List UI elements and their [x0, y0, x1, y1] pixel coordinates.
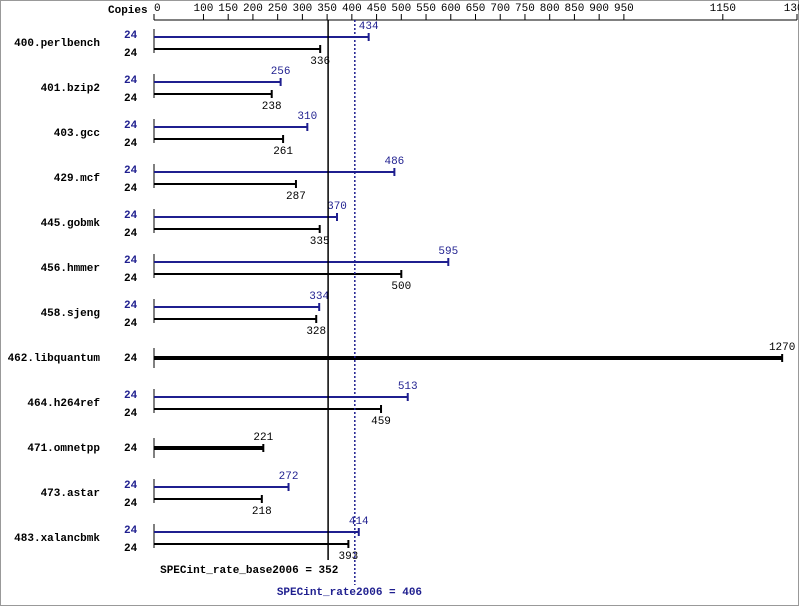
x-tick-label: 800: [540, 3, 560, 15]
copies-label: 24: [124, 408, 138, 420]
x-tick-label: 300: [292, 3, 312, 15]
x-tick-label: 850: [565, 3, 585, 15]
copies-label: 24: [124, 443, 138, 455]
copies-label: 24: [124, 390, 138, 402]
benchmark-label: 483.xalancbmk: [14, 533, 100, 545]
x-tick-label: 550: [416, 3, 436, 15]
x-tick-label: 250: [268, 3, 288, 15]
copies-label: 24: [124, 255, 138, 267]
x-tick-label: 700: [490, 3, 510, 15]
x-tick-label: 600: [441, 3, 461, 15]
x-tick-label: 650: [466, 3, 486, 15]
value-label: 370: [327, 201, 347, 213]
x-tick-label: 1150: [710, 3, 736, 15]
benchmark-label: 471.omnetpp: [27, 443, 100, 455]
value-label: 328: [306, 326, 326, 338]
value-label: 486: [384, 156, 404, 168]
value-label: 414: [349, 516, 369, 528]
reference-label: SPECint_rate2006 = 406: [277, 587, 422, 599]
x-tick-label: 0: [154, 3, 161, 15]
benchmark-label: 473.astar: [41, 488, 100, 500]
x-tick-label: 900: [589, 3, 609, 15]
benchmark-label: 458.sjeng: [41, 308, 100, 320]
copies-label: 24: [124, 318, 138, 330]
copies-label: 24: [124, 273, 138, 285]
value-label: 336: [310, 56, 330, 68]
copies-label: 24: [124, 93, 138, 105]
benchmark-label: 462.libquantum: [8, 353, 101, 365]
x-tick-label: 750: [515, 3, 535, 15]
x-tick-label: 200: [243, 3, 263, 15]
copies-header: Copies: [108, 5, 148, 17]
x-tick-label: 1300: [784, 3, 799, 15]
copies-label: 24: [124, 525, 138, 537]
copies-label: 24: [124, 210, 138, 222]
copies-label: 24: [124, 30, 138, 42]
x-tick-label: 450: [367, 3, 387, 15]
value-label: 334: [309, 291, 329, 303]
copies-label: 24: [124, 165, 138, 177]
copies-label: 24: [124, 183, 138, 195]
value-label: 256: [271, 66, 291, 78]
benchmark-label: 464.h264ref: [27, 398, 100, 410]
copies-label: 24: [124, 480, 138, 492]
value-label: 1270: [769, 342, 795, 354]
x-tick-label: 100: [194, 3, 214, 15]
value-label: 238: [262, 101, 282, 113]
value-label: 335: [310, 236, 330, 248]
value-label: 221: [253, 432, 273, 444]
benchmark-label: 400.perlbench: [14, 38, 100, 50]
value-label: 513: [398, 381, 418, 393]
benchmark-label: 429.mcf: [54, 173, 101, 185]
benchmark-label: 445.gobmk: [41, 218, 101, 230]
copies-label: 24: [124, 120, 138, 132]
value-label: 595: [438, 246, 458, 258]
copies-label: 24: [124, 498, 138, 510]
x-tick-label: 400: [342, 3, 362, 15]
value-label: 434: [359, 21, 379, 33]
value-label: 218: [252, 506, 272, 518]
x-tick-label: 500: [391, 3, 411, 15]
copies-label: 24: [124, 300, 138, 312]
value-label: 500: [391, 281, 411, 293]
x-tick-label: 150: [218, 3, 238, 15]
value-label: 310: [297, 111, 317, 123]
copies-label: 24: [124, 228, 138, 240]
copies-label: 24: [124, 353, 138, 365]
copies-label: 24: [124, 75, 138, 87]
value-label: 393: [338, 551, 358, 563]
copies-label: 24: [124, 48, 138, 60]
benchmark-label: 401.bzip2: [41, 83, 100, 95]
copies-label: 24: [124, 138, 138, 150]
value-label: 287: [286, 191, 306, 203]
x-tick-label: 350: [317, 3, 337, 15]
benchmark-label: 456.hmmer: [41, 263, 100, 275]
x-tick-label: 950: [614, 3, 634, 15]
copies-label: 24: [124, 543, 138, 555]
benchmark-label: 403.gcc: [54, 128, 100, 140]
value-label: 459: [371, 416, 391, 428]
value-label: 272: [279, 471, 299, 483]
reference-label: SPECint_rate_base2006 = 352: [160, 565, 338, 577]
value-label: 261: [273, 146, 293, 158]
